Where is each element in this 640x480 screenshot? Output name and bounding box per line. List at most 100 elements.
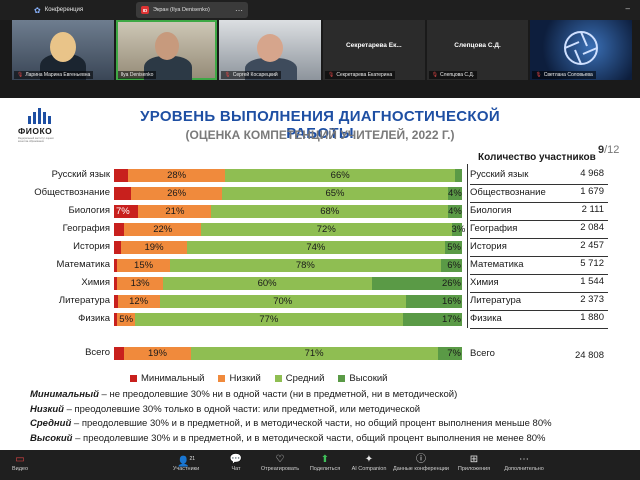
conference-data-button[interactable]: ⓘ Данные конференции <box>393 454 449 472</box>
bar-segment-low: 19% <box>120 241 188 254</box>
participants-button[interactable]: 👤21 Участники <box>158 453 214 472</box>
ai-companion-button[interactable]: ✦ AI Companion <box>341 453 397 472</box>
data-label: 66% <box>330 170 350 181</box>
data-label: 6% <box>447 260 461 271</box>
count-row-name: Физика <box>470 313 502 324</box>
stacked-bar: 7% 21% 68% 4% <box>114 205 462 218</box>
muted-mic-icon: 🎙 <box>17 72 24 78</box>
data-label: 60% <box>257 278 277 289</box>
data-label: 28% <box>167 170 187 181</box>
data-label: 22% <box>153 224 173 235</box>
count-row-value: 1 880 <box>580 312 604 323</box>
participant-tile-active-speaker[interactable]: Ilya Denisenko <box>115 20 218 80</box>
bar-segment-min <box>114 347 125 360</box>
count-row-separator <box>470 238 608 239</box>
legend-label: Низкий <box>229 373 261 384</box>
participant-display-name: Секретарева Ек... <box>345 42 402 49</box>
chat-button[interactable]: 💬 Чат <box>208 453 264 472</box>
count-row-value: 5 712 <box>580 258 604 269</box>
participant-tile[interactable]: Секретарева Ек... 🎙 Секретарева Екатерина <box>323 20 425 80</box>
bar-segment-high: 17% <box>402 313 462 326</box>
data-label: 65% <box>325 188 345 199</box>
data-label: 26% <box>441 278 461 289</box>
bar-segment-mid: 72% <box>200 223 452 236</box>
chat-icon: 💬 <box>229 454 243 465</box>
participant-name: 🎙 Сергей Косарецкий <box>221 71 281 79</box>
legend-item: Высокий <box>338 373 387 384</box>
video-button[interactable]: ▭ Видео <box>8 453 32 472</box>
video-off-icon: ▭ <box>15 454 25 465</box>
bar-segment-min <box>114 223 125 236</box>
bar-segment-high: 5% <box>444 241 462 254</box>
count-row-separator <box>470 256 608 257</box>
bar-segment-low: 5% <box>117 313 135 326</box>
data-label: 4% <box>448 206 462 217</box>
data-label: 77% <box>259 314 279 325</box>
bar-segment-low: 26% <box>131 187 222 200</box>
bar-segment-min <box>114 295 118 308</box>
bar-segment-mid: 68% <box>211 205 449 218</box>
category-label: Русский язык <box>51 169 110 180</box>
participant-tile[interactable]: 🎙 Сергей Косарецкий <box>219 20 322 80</box>
data-label: 7% <box>116 206 130 217</box>
bar-segment-mid: 78% <box>169 259 442 272</box>
bar-segment-high <box>455 169 462 182</box>
count-row-value: 1 544 <box>580 276 604 287</box>
legend-item: Средний <box>274 373 325 384</box>
count-row-separator <box>470 274 608 275</box>
bar-segment-mid: 66% <box>225 169 456 182</box>
legend-item: Низкий <box>218 373 261 384</box>
category-label: Химия <box>81 277 110 288</box>
heart-icon: ♡ <box>275 454 285 465</box>
bar-segment-low: 21% <box>138 205 212 218</box>
legend-swatch <box>130 375 137 382</box>
participant-name: 🎙 Секретарева Екатерина <box>325 71 396 79</box>
data-label: 5% <box>119 314 134 325</box>
count-row-value: 4 968 <box>580 168 604 179</box>
participant-name: 🎙 Ларина Марина Евгеньевна <box>14 71 94 79</box>
share-button[interactable]: ⬆ Поделиться <box>297 453 353 472</box>
bar-segment-low: 19% <box>124 347 191 360</box>
participant-strip: 🎙 Ларина Марина Евгеньевна Ilya Denisenko… <box>12 20 633 82</box>
logo-subtitle: Федеральный институт оценки качества обр… <box>18 137 54 143</box>
legend-swatch <box>218 375 226 382</box>
legend-label: Средний <box>285 373 325 384</box>
data-label: 16% <box>441 296 461 307</box>
count-row-name: Всего <box>470 348 495 359</box>
participant-tile[interactable]: 🎙 Ларина Марина Евгеньевна <box>12 20 114 80</box>
bar-segment-min <box>114 259 118 272</box>
react-button[interactable]: ♡ Отреагировать <box>252 453 308 472</box>
chart-legend: Минимальный Низкий Средний Высокий <box>130 373 387 384</box>
screen-share-tab[interactable]: ID Экран (Ilya Denisenko) ⋯ <box>136 2 248 18</box>
bar-segment-low: 12% <box>117 295 160 308</box>
more-options-icon[interactable]: ⋯ <box>235 5 243 15</box>
bar-segment-low: 28% <box>127 169 226 182</box>
apps-button[interactable]: ⊞ Приложения <box>446 453 502 472</box>
definition-term: Низкий <box>30 403 64 415</box>
bar-segment-high: 26% <box>371 277 462 290</box>
bar-segment-min <box>114 169 128 182</box>
data-label: 7% <box>447 348 461 359</box>
share-screen-icon: ⬆ <box>320 454 330 465</box>
count-row-value: 2 084 <box>580 222 604 233</box>
zoom-logo-icon: ✿ <box>34 5 41 15</box>
definition-term: Высокий <box>30 432 73 444</box>
data-label: 4% <box>448 188 462 199</box>
count-row-name: Химия <box>470 277 499 288</box>
data-label: 68% <box>320 206 340 217</box>
count-row-name: География <box>470 223 518 234</box>
meeting-menu[interactable]: ✿ Конференция <box>34 6 83 15</box>
count-row-name: Обществознание <box>470 187 546 198</box>
data-label: 17% <box>441 314 461 325</box>
category-label: История <box>73 241 110 252</box>
more-button[interactable]: ⋯ Дополнительно <box>496 453 552 472</box>
definition-text: – преодолевшие 30% только в одной части:… <box>63 403 421 415</box>
count-row-name: Русский язык <box>470 169 529 180</box>
count-row-separator <box>470 310 608 311</box>
minimize-icon[interactable]: – <box>625 4 630 13</box>
participant-tile[interactable]: 🎙 Светлана Соловьева <box>530 20 633 80</box>
bar-segment-mid: 70% <box>159 295 406 308</box>
bar-segment-high: 16% <box>405 295 462 308</box>
participant-tile[interactable]: Слепцова С.Д. 🎙 Слепцова С.Д. <box>426 20 529 80</box>
stacked-bar: 19% 71% 7% <box>114 347 462 360</box>
